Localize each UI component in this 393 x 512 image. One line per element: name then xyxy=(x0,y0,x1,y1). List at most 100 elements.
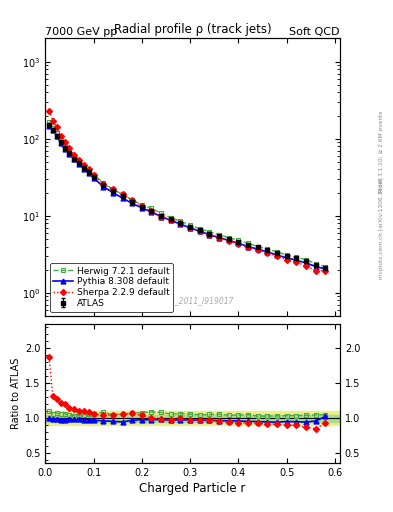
Text: 7000 GeV pp: 7000 GeV pp xyxy=(45,27,118,37)
Sherpa 2.2.9 default xyxy=(197,228,202,234)
Pythia 8.308 default xyxy=(77,161,81,167)
Herwig 7.2.1 default xyxy=(207,229,212,235)
Herwig 7.2.1 default xyxy=(120,191,125,198)
Herwig 7.2.1 default xyxy=(294,254,299,261)
Pythia 8.308 default xyxy=(178,221,183,227)
Pythia 8.308 default xyxy=(294,257,299,263)
Text: Soft QCD: Soft QCD xyxy=(290,27,340,37)
Pythia 8.308 default xyxy=(149,209,154,215)
Pythia 8.308 default xyxy=(304,260,309,266)
Line: Sherpa 2.2.9 default: Sherpa 2.2.9 default xyxy=(47,109,327,273)
Sherpa 2.2.9 default xyxy=(120,191,125,198)
Pythia 8.308 default xyxy=(91,175,96,181)
Pythia 8.308 default xyxy=(188,225,193,231)
Bar xyxy=(45,415,340,421)
Pythia 8.308 default xyxy=(314,264,318,270)
Sherpa 2.2.9 default xyxy=(91,172,96,178)
Herwig 7.2.1 default xyxy=(178,218,183,224)
Sherpa 2.2.9 default xyxy=(72,152,77,158)
Sherpa 2.2.9 default xyxy=(86,166,91,173)
Pythia 8.308 default xyxy=(51,127,55,134)
Herwig 7.2.1 default xyxy=(323,264,328,270)
Sherpa 2.2.9 default xyxy=(217,234,222,241)
Pythia 8.308 default xyxy=(275,252,279,258)
Sherpa 2.2.9 default xyxy=(77,157,81,163)
Pythia 8.308 default xyxy=(62,146,67,153)
Pythia 8.308 default xyxy=(285,255,289,261)
Sherpa 2.2.9 default xyxy=(236,241,241,247)
Pythia 8.308 default xyxy=(58,140,63,146)
Sherpa 2.2.9 default xyxy=(304,263,309,269)
Sherpa 2.2.9 default xyxy=(178,220,183,226)
Bar xyxy=(45,411,340,425)
Text: Rivet 3.1.10; ≥ 2.6M events: Rivet 3.1.10; ≥ 2.6M events xyxy=(379,111,384,193)
Sherpa 2.2.9 default xyxy=(67,145,72,152)
Sherpa 2.2.9 default xyxy=(314,267,318,273)
Herwig 7.2.1 default xyxy=(67,148,72,155)
Sherpa 2.2.9 default xyxy=(55,124,59,131)
Pythia 8.308 default xyxy=(169,218,173,224)
Text: mcplots.cern.ch [arXiv:1306.3436]: mcplots.cern.ch [arXiv:1306.3436] xyxy=(379,178,384,280)
Pythia 8.308 default xyxy=(110,189,115,196)
Herwig 7.2.1 default xyxy=(159,210,163,217)
Line: Herwig 7.2.1 default: Herwig 7.2.1 default xyxy=(47,119,328,269)
Pythia 8.308 default xyxy=(55,133,59,139)
Herwig 7.2.1 default xyxy=(62,143,67,150)
Pythia 8.308 default xyxy=(226,238,231,244)
Herwig 7.2.1 default xyxy=(91,172,96,178)
Sherpa 2.2.9 default xyxy=(207,231,212,238)
Herwig 7.2.1 default xyxy=(304,257,309,263)
Herwig 7.2.1 default xyxy=(130,197,134,203)
Herwig 7.2.1 default xyxy=(255,243,260,249)
Herwig 7.2.1 default xyxy=(140,202,144,208)
Herwig 7.2.1 default xyxy=(188,222,193,228)
Pythia 8.308 default xyxy=(255,246,260,252)
Title: Radial profile ρ (track jets): Radial profile ρ (track jets) xyxy=(114,23,272,36)
Sherpa 2.2.9 default xyxy=(275,253,279,259)
Pythia 8.308 default xyxy=(72,156,77,162)
Herwig 7.2.1 default xyxy=(77,159,81,165)
Herwig 7.2.1 default xyxy=(236,238,241,244)
Pythia 8.308 default xyxy=(140,205,144,211)
Sherpa 2.2.9 default xyxy=(62,139,67,145)
Herwig 7.2.1 default xyxy=(72,155,77,161)
Sherpa 2.2.9 default xyxy=(47,108,51,114)
Sherpa 2.2.9 default xyxy=(188,225,193,231)
Herwig 7.2.1 default xyxy=(110,186,115,193)
Herwig 7.2.1 default xyxy=(275,249,279,255)
Sherpa 2.2.9 default xyxy=(323,267,328,273)
Sherpa 2.2.9 default xyxy=(51,118,55,124)
Herwig 7.2.1 default xyxy=(226,234,231,241)
Pythia 8.308 default xyxy=(101,183,106,189)
Sherpa 2.2.9 default xyxy=(265,250,270,256)
Herwig 7.2.1 default xyxy=(265,246,270,252)
Sherpa 2.2.9 default xyxy=(169,217,173,223)
Herwig 7.2.1 default xyxy=(285,252,289,258)
Sherpa 2.2.9 default xyxy=(159,214,163,220)
Line: Pythia 8.308 default: Pythia 8.308 default xyxy=(47,123,328,271)
Y-axis label: Ratio to ATLAS: Ratio to ATLAS xyxy=(11,358,21,429)
Pythia 8.308 default xyxy=(130,200,134,206)
Herwig 7.2.1 default xyxy=(149,205,154,211)
Legend: Herwig 7.2.1 default, Pythia 8.308 default, Sherpa 2.2.9 default, ATLAS: Herwig 7.2.1 default, Pythia 8.308 defau… xyxy=(50,263,173,312)
Herwig 7.2.1 default xyxy=(246,240,250,246)
Sherpa 2.2.9 default xyxy=(130,197,134,203)
Sherpa 2.2.9 default xyxy=(285,257,289,263)
Pythia 8.308 default xyxy=(246,243,250,249)
Sherpa 2.2.9 default xyxy=(81,162,86,168)
Pythia 8.308 default xyxy=(197,228,202,234)
Sherpa 2.2.9 default xyxy=(294,259,299,265)
Text: ATLAS_2011_I919017: ATLAS_2011_I919017 xyxy=(151,296,234,305)
Herwig 7.2.1 default xyxy=(169,215,173,221)
Herwig 7.2.1 default xyxy=(86,167,91,174)
Pythia 8.308 default xyxy=(217,234,222,241)
Sherpa 2.2.9 default xyxy=(246,244,250,250)
Pythia 8.308 default xyxy=(159,214,163,220)
Sherpa 2.2.9 default xyxy=(226,238,231,244)
Pythia 8.308 default xyxy=(81,165,86,172)
Pythia 8.308 default xyxy=(323,266,328,272)
Sherpa 2.2.9 default xyxy=(58,133,63,139)
Sherpa 2.2.9 default xyxy=(140,203,144,209)
X-axis label: Charged Particle r: Charged Particle r xyxy=(140,482,246,496)
Sherpa 2.2.9 default xyxy=(110,186,115,193)
